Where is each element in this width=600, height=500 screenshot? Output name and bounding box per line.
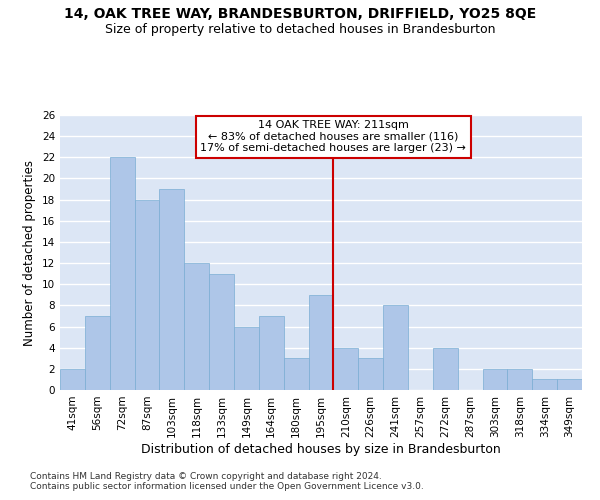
Bar — [110, 158, 134, 390]
Bar — [284, 358, 308, 390]
Text: Size of property relative to detached houses in Brandesburton: Size of property relative to detached ho… — [105, 22, 495, 36]
Text: Contains HM Land Registry data © Crown copyright and database right 2024.: Contains HM Land Registry data © Crown c… — [30, 472, 382, 481]
Bar — [482, 369, 508, 390]
Bar — [134, 200, 160, 390]
Text: 14, OAK TREE WAY, BRANDESBURTON, DRIFFIELD, YO25 8QE: 14, OAK TREE WAY, BRANDESBURTON, DRIFFIE… — [64, 8, 536, 22]
Bar — [209, 274, 234, 390]
Text: 14 OAK TREE WAY: 211sqm
← 83% of detached houses are smaller (116)
17% of semi-d: 14 OAK TREE WAY: 211sqm ← 83% of detache… — [200, 120, 466, 154]
Bar — [160, 189, 184, 390]
Bar — [184, 263, 209, 390]
Bar — [60, 369, 85, 390]
Bar — [308, 295, 334, 390]
Bar — [508, 369, 532, 390]
Y-axis label: Number of detached properties: Number of detached properties — [23, 160, 37, 346]
Bar — [358, 358, 383, 390]
Bar — [259, 316, 284, 390]
Bar — [334, 348, 358, 390]
Bar — [433, 348, 458, 390]
Bar — [85, 316, 110, 390]
Bar — [234, 326, 259, 390]
Bar — [383, 306, 408, 390]
X-axis label: Distribution of detached houses by size in Brandesburton: Distribution of detached houses by size … — [141, 442, 501, 456]
Bar — [557, 380, 582, 390]
Text: Contains public sector information licensed under the Open Government Licence v3: Contains public sector information licen… — [30, 482, 424, 491]
Bar — [532, 380, 557, 390]
